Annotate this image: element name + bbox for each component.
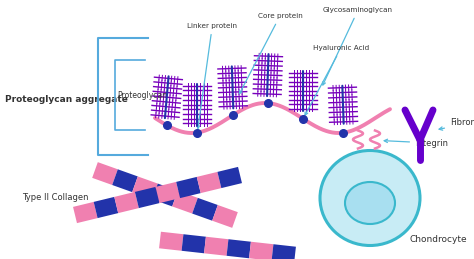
Text: Hyaluronic Acid: Hyaluronic Acid <box>305 45 369 115</box>
Text: Type II Collagen: Type II Collagen <box>22 193 89 203</box>
Text: Chondrocyte: Chondrocyte <box>410 235 468 244</box>
Text: Proteoglycan: Proteoglycan <box>117 90 167 99</box>
Text: Core protein: Core protein <box>239 13 302 94</box>
Text: Proteoglycan aggregate: Proteoglycan aggregate <box>5 96 128 104</box>
Text: Linker protein: Linker protein <box>187 23 237 128</box>
Text: Integrin: Integrin <box>384 139 448 147</box>
Ellipse shape <box>345 182 395 224</box>
Text: Fibronectin: Fibronectin <box>439 118 474 130</box>
Ellipse shape <box>320 150 420 246</box>
Text: Glycosaminoglycan: Glycosaminoglycan <box>323 7 393 85</box>
